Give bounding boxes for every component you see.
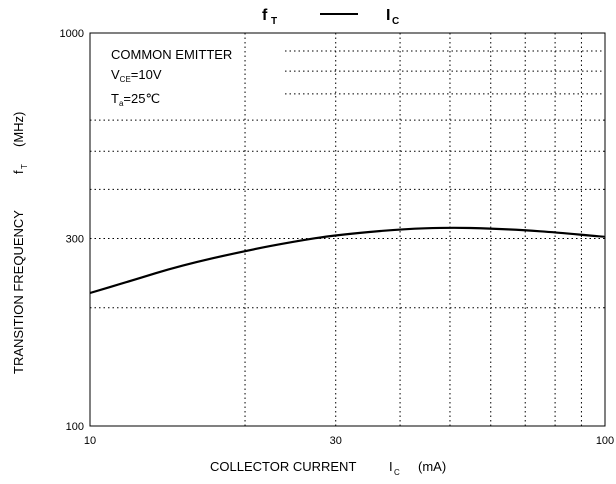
- note-vce-rest: =10V: [131, 67, 162, 82]
- y-axis-label: TRANSITION FREQUENCY f T (MHz): [11, 112, 29, 374]
- note-ta-sub: a: [119, 99, 124, 108]
- x-axis-label-symbol-sub: C: [394, 468, 400, 477]
- x-axis-label-unit: (mA): [418, 459, 446, 474]
- note-ta-main: T: [111, 91, 119, 106]
- note-vce-sub: CE: [120, 75, 131, 84]
- y-axis-label-symbol: f: [11, 170, 26, 174]
- y-axis-label-unit: (MHz): [11, 112, 26, 147]
- note-common-emitter: COMMON EMITTER: [111, 47, 232, 62]
- note-ta-rest: =25℃: [123, 91, 160, 106]
- x-tick-label: 100: [596, 435, 614, 447]
- tick-labels: 10 30 100 100 300 1000: [60, 28, 615, 447]
- y-tick-label: 1000: [60, 28, 84, 40]
- x-axis-label-symbol: I: [389, 459, 393, 474]
- title-left: f: [262, 7, 268, 24]
- title-right: I: [386, 7, 390, 24]
- y-axis-label-symbol-sub: T: [20, 164, 29, 169]
- note-vce-main: V: [111, 67, 120, 82]
- y-axis-label-text: TRANSITION FREQUENCY: [11, 210, 26, 374]
- plot-frame: [89, 32, 606, 427]
- y-tick-label: 300: [66, 233, 84, 245]
- series-line-0: [89, 226, 607, 295]
- grid: [90, 33, 605, 426]
- x-tick-label: 30: [330, 435, 342, 447]
- y-tick-label: 100: [66, 421, 84, 433]
- note-ta: Ta=25℃: [111, 91, 160, 108]
- series-layer: [89, 226, 607, 295]
- condition-notes: COMMON EMITTER VCE=10V Ta=25℃: [111, 47, 232, 108]
- title-right-sub: C: [392, 16, 399, 27]
- title-left-sub: T: [271, 16, 277, 27]
- x-axis-label-text: COLLECTOR CURRENT: [210, 459, 356, 474]
- x-tick-label: 10: [84, 435, 96, 447]
- x-axis-label: COLLECTOR CURRENT I C (mA): [210, 459, 446, 477]
- note-vce: VCE=10V: [111, 67, 162, 84]
- chart-title: f T I C: [262, 7, 399, 27]
